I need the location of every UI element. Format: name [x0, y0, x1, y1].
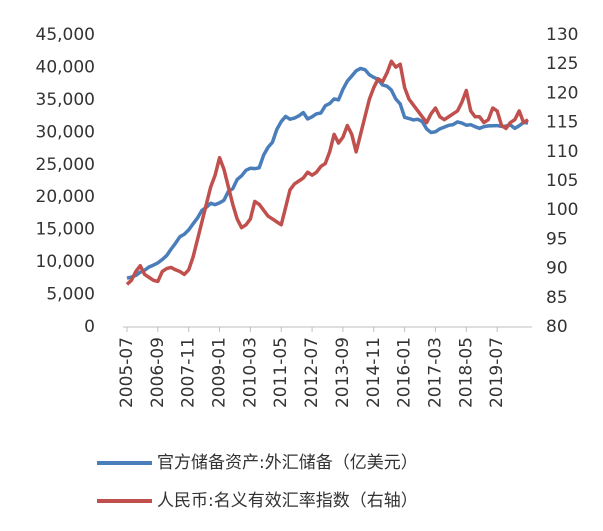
x-tick-label: 2010-03: [240, 337, 260, 408]
y2-tick-label: 90: [546, 259, 568, 279]
x-tick-label: 2006-09: [148, 337, 168, 408]
y2-tick-label: 95: [546, 229, 568, 249]
x-tick-label: 2016-01: [395, 337, 415, 408]
y-tick-label: 10,000: [36, 252, 95, 272]
y-tick-label: 30,000: [36, 122, 95, 142]
y2-tick-label: 125: [546, 54, 578, 74]
x-tick-label: 2011-05: [271, 337, 291, 408]
x-tick-label: 2013-09: [333, 337, 353, 408]
y-tick-label: 0: [84, 317, 95, 337]
x-tick-label: 2017-03: [425, 337, 445, 408]
x-tick-label: 2012-07: [302, 337, 322, 408]
y-tick-label: 40,000: [36, 57, 95, 77]
x-tick-label: 2007-11: [179, 337, 199, 408]
y2-tick-label: 115: [546, 113, 578, 133]
legend-label: 官方储备资产:外汇储备（亿美元）: [157, 453, 418, 473]
x-tick-label: 2018-05: [456, 337, 476, 408]
legend-label: 人民币:名义有效汇率指数（右轴）: [157, 491, 418, 511]
series-line: [126, 66, 529, 280]
y2-tick-label: 110: [546, 142, 578, 162]
y-tick-label: 5,000: [46, 285, 95, 305]
x-tick-label: 2014-11: [364, 337, 384, 408]
y-tick-label: 25,000: [36, 155, 95, 175]
y-tick-label: 45,000: [36, 25, 95, 45]
y2-tick-label: 100: [546, 200, 578, 220]
y-tick-label: 35,000: [36, 90, 95, 110]
y2-tick-label: 130: [546, 25, 578, 45]
y-tick-label: 15,000: [36, 220, 95, 240]
y2-tick-label: 120: [546, 83, 578, 103]
y2-tick-label: 105: [546, 171, 578, 191]
y-tick-label: 20,000: [36, 187, 95, 207]
x-tick-label: 2005-07: [117, 337, 137, 408]
x-tick-label: 2019-07: [487, 337, 507, 408]
y2-tick-label: 80: [546, 317, 568, 337]
y2-tick-label: 85: [546, 288, 568, 308]
x-tick-label: 2009-01: [210, 337, 230, 408]
series-line: [125, 59, 529, 286]
